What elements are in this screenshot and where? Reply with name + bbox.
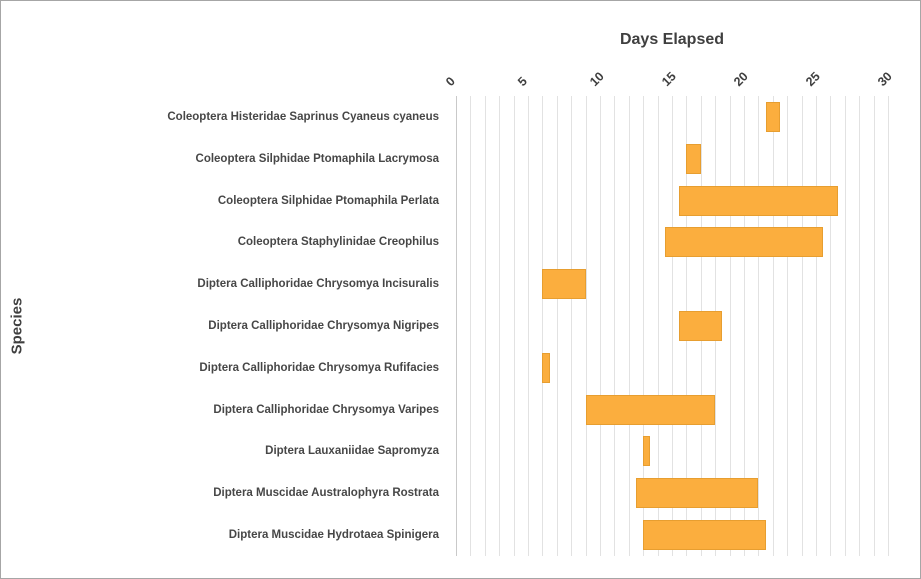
gridline (542, 96, 544, 556)
gridline (672, 96, 673, 556)
gridline (744, 96, 745, 556)
gridline (787, 96, 789, 556)
x-tick-label: 20 (731, 69, 751, 89)
category-label: Diptera Muscidae Hydrotaea Spinigera (228, 529, 439, 542)
category-label: Coleoptera Histeridae Saprinus Cyaneus c… (167, 110, 439, 123)
bar (643, 436, 651, 467)
gridline (758, 96, 760, 556)
gridline (484, 96, 486, 556)
bar (679, 185, 838, 216)
x-tick-label: 15 (659, 69, 679, 89)
gridline (729, 96, 731, 556)
gridline (600, 96, 601, 556)
bar (679, 311, 723, 341)
category-label: Diptera Calliphoridae Chrysomya Varipes (213, 403, 439, 416)
gridline (657, 96, 659, 556)
gridline (873, 96, 875, 556)
bar (585, 394, 716, 425)
chart-title: Days Elapsed (619, 31, 725, 48)
bar (636, 478, 759, 509)
bar (643, 520, 766, 551)
category-label: Diptera Muscidae Australophyra Rostrata (213, 487, 439, 500)
category-label: Diptera Calliphoridae Chrysomya Incisura… (197, 278, 439, 291)
category-label: Coleoptera Silphidae Ptomaphila Lacrymos… (195, 152, 439, 165)
gridline (801, 96, 803, 556)
category-labels: Coleoptera Histeridae Saprinus Cyaneus c… (1, 96, 448, 556)
gridline (772, 96, 774, 556)
bar (542, 269, 586, 300)
gridline (456, 96, 457, 556)
gridline (556, 96, 558, 556)
gridline (499, 96, 501, 556)
x-tick-label: 0 (443, 74, 458, 89)
category-label: Coleoptera Silphidae Ptomaphila Perlata (217, 194, 439, 207)
bar (765, 101, 780, 132)
gridline (830, 96, 832, 556)
gridline (614, 96, 616, 556)
bar (542, 352, 550, 383)
x-tick-label: 10 (587, 69, 607, 89)
gridline (528, 96, 529, 556)
gridline (844, 96, 846, 556)
gridline (643, 96, 645, 556)
category-label: Diptera Calliphoridae Chrysomya Rufifaci… (199, 361, 439, 374)
gridline (470, 96, 472, 556)
bar (686, 143, 701, 174)
x-tick-label: 30 (875, 69, 895, 89)
plot-area: 0 5 10 15 20 25 30 (443, 69, 895, 556)
gridline (888, 96, 889, 556)
gridline (513, 96, 515, 556)
x-tick-label: 5 (515, 74, 530, 89)
category-label: Diptera Calliphoridae Chrysomya Nigripes (208, 319, 439, 332)
category-label: Coleoptera Staphylinidae Creophilus (237, 236, 439, 249)
x-tick-label: 25 (803, 69, 823, 89)
gridline (571, 96, 573, 556)
gridline (859, 96, 861, 556)
category-label: Diptera Lauxaniidae Sapromyza (265, 445, 439, 458)
gridline (816, 96, 817, 556)
bar (664, 227, 824, 258)
gridline (628, 96, 630, 556)
gridline (585, 96, 587, 556)
